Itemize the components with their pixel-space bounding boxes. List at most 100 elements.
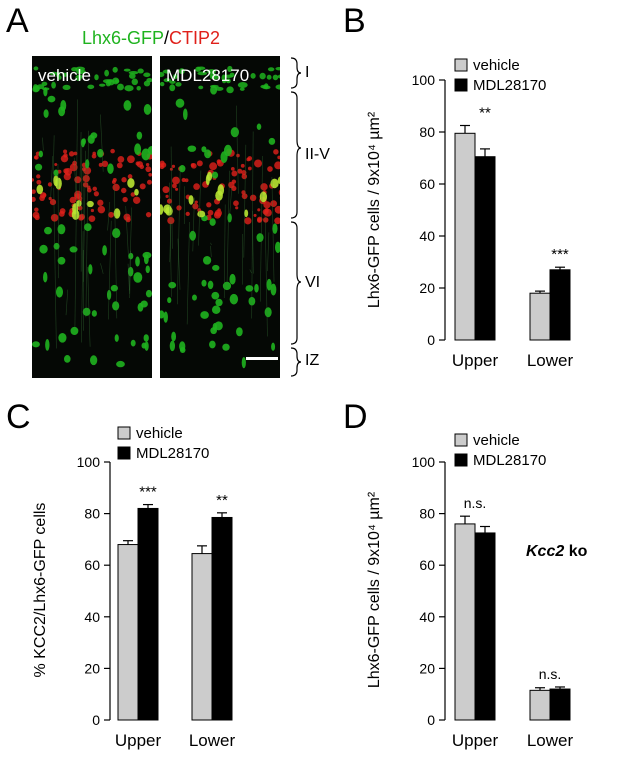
gfp-cell xyxy=(88,264,93,275)
gfp-band-cell xyxy=(36,84,45,90)
gfp-cell xyxy=(34,163,43,171)
legend-swatch-c xyxy=(117,426,131,440)
ctip2-cell xyxy=(257,217,262,223)
ctip2-cell xyxy=(172,176,180,185)
ctip2-cell xyxy=(185,211,190,216)
gfp-band-cell xyxy=(259,72,266,80)
ctip2-cell xyxy=(136,161,144,168)
gfp-cell xyxy=(53,242,60,250)
legend-swatch-b xyxy=(454,58,468,72)
ctip2-cell xyxy=(54,163,58,167)
gfp-band-cell xyxy=(112,66,118,73)
ctip2-cell xyxy=(88,215,96,223)
gfp-cell xyxy=(57,256,66,265)
ctip2-cell xyxy=(133,196,141,204)
gfp-cell xyxy=(36,184,44,195)
scale-bar xyxy=(246,357,278,360)
gfp-cell xyxy=(209,340,216,349)
gfp-band-cell xyxy=(99,83,106,87)
fiber xyxy=(125,206,129,260)
ctip2-cell xyxy=(40,192,47,199)
ctip2-cell xyxy=(172,183,177,189)
gfp-cell xyxy=(211,171,219,179)
ctip2-cell xyxy=(249,194,257,202)
panel-label-c: C xyxy=(6,398,31,436)
x-tick-label-d: Lower xyxy=(527,731,574,750)
ctip2-cell xyxy=(127,174,133,179)
ctip2-cell xyxy=(193,183,200,190)
gfp-cell xyxy=(141,342,147,349)
gfp-band-cell xyxy=(250,72,256,79)
ctip2-cell xyxy=(176,205,182,211)
gfp-cell xyxy=(143,254,149,265)
ctip2-cell xyxy=(236,153,240,158)
significance-b: *** xyxy=(551,246,569,263)
bar-d-upper-mdl xyxy=(474,532,496,721)
gfp-cell xyxy=(44,226,52,235)
gfp-band-cell xyxy=(169,80,176,84)
panel-label-d: D xyxy=(343,398,368,436)
y-tick-label-d: 60 xyxy=(419,557,435,573)
y-tick-label-d: 100 xyxy=(412,454,436,470)
ctip2-cell xyxy=(74,193,81,200)
ctip2-cell xyxy=(214,209,222,217)
ctip2-cell xyxy=(209,162,218,171)
gfp-band-cell xyxy=(209,73,217,78)
gfp-cell xyxy=(160,204,164,215)
y-axis-label-c: % KCC2/Lhx6-GFP cells xyxy=(32,503,49,678)
fiber xyxy=(259,155,263,302)
fiber xyxy=(128,207,133,291)
gfp-cell xyxy=(39,244,48,254)
fiber xyxy=(210,245,212,257)
gfp-cell xyxy=(81,138,86,145)
fiber xyxy=(192,197,195,252)
gfp-cell xyxy=(55,177,62,190)
title-ctip2: CTIP2 xyxy=(169,28,221,48)
fiber xyxy=(42,137,44,151)
ctip2-cell xyxy=(69,196,77,204)
gfp-band-cell xyxy=(123,68,131,72)
fiber xyxy=(78,131,82,219)
legend-swatch-d xyxy=(454,433,468,447)
ctip2-cell xyxy=(49,198,57,206)
gfp-cell xyxy=(274,241,280,254)
gfp-cell xyxy=(43,271,48,283)
ctip2-cell xyxy=(64,167,73,176)
ctip2-cell xyxy=(69,163,78,172)
ctip2-cell xyxy=(122,196,128,203)
bar-d-upper-vehicle xyxy=(454,523,476,721)
ctip2-cell xyxy=(196,160,203,167)
gfp-cell xyxy=(134,188,139,196)
legend-label-d: vehicle xyxy=(473,432,520,449)
micrograph-vehicle: vehicle xyxy=(32,56,152,378)
gfp-cell xyxy=(204,149,212,159)
gfp-cell xyxy=(270,283,277,296)
ctip2-cell xyxy=(181,177,186,183)
ctip2-cell xyxy=(257,208,261,212)
fiber xyxy=(210,242,212,246)
ctip2-cell xyxy=(48,196,52,201)
gfp-cell xyxy=(147,145,152,155)
gfp-cell xyxy=(82,307,91,316)
gfp-cell xyxy=(32,341,40,348)
gfp-cell xyxy=(206,171,213,181)
y-tick-label-d: 80 xyxy=(419,506,435,522)
gfp-cell xyxy=(202,255,212,265)
gfp-band-cell xyxy=(172,74,178,80)
gfp-cell xyxy=(43,109,49,118)
gfp-cell xyxy=(236,327,243,337)
gfp-cell xyxy=(192,294,197,301)
y-tick-label-b: 80 xyxy=(419,124,435,140)
fiber xyxy=(267,232,270,272)
cells-vehicle-image xyxy=(32,66,152,368)
y-tick-label-c: 100 xyxy=(77,454,101,470)
legend-swatch-c xyxy=(117,446,131,460)
ctip2-cell xyxy=(97,205,106,214)
fiber xyxy=(186,221,190,325)
ctip2-cell xyxy=(121,177,127,183)
fiber xyxy=(170,146,173,249)
fiber xyxy=(226,170,230,286)
gfp-cell xyxy=(58,106,66,117)
gfp-cell xyxy=(123,100,132,111)
